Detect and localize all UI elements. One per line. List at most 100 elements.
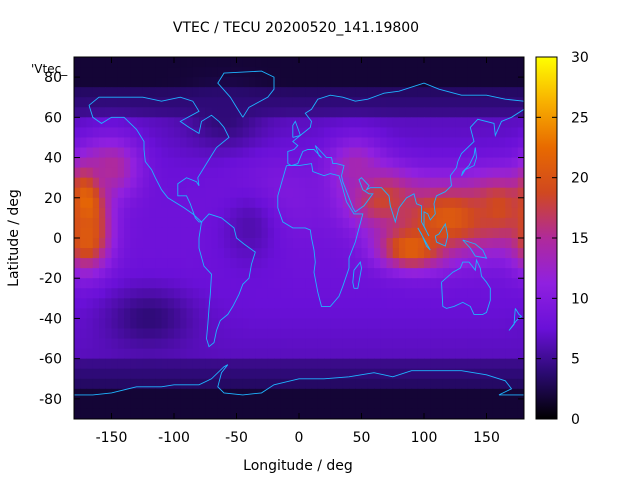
- heat-cell: [155, 97, 163, 108]
- heat-cell: [192, 408, 200, 419]
- heat-cell: [186, 388, 194, 400]
- heat-cell: [499, 338, 506, 350]
- heat-cell: [461, 67, 469, 78]
- heat-cell: [192, 238, 200, 249]
- heat-cell: [386, 77, 394, 88]
- heat-cell: [130, 87, 138, 98]
- heat-cell: [461, 187, 469, 199]
- heat-cell: [149, 338, 156, 350]
- heat-cell: [155, 217, 163, 229]
- heat-cell: [186, 217, 194, 229]
- heat-cell: [230, 217, 238, 229]
- heat-cell: [411, 358, 419, 370]
- heat-cell: [99, 107, 106, 118]
- heat-cell: [336, 238, 344, 249]
- heat-cell: [342, 107, 350, 118]
- heat-cell: [317, 107, 325, 118]
- heat-cell: [86, 197, 94, 209]
- heat-cell: [442, 147, 450, 159]
- heat-cell: [317, 187, 325, 199]
- heat-cell: [336, 117, 344, 128]
- heat-cell: [192, 187, 200, 199]
- heat-cell: [411, 207, 419, 219]
- heat-cell: [361, 197, 369, 209]
- heat-cell: [242, 167, 250, 179]
- heat-cell: [324, 187, 331, 199]
- heat-cell: [130, 378, 138, 390]
- heat-cell: [474, 127, 481, 139]
- heat-cell: [80, 358, 88, 370]
- heat-cell: [392, 288, 400, 299]
- heat-cell: [336, 77, 344, 88]
- heat-cell: [474, 318, 481, 330]
- heat-cell: [261, 328, 269, 340]
- heat-cell: [230, 378, 238, 390]
- heat-cell: [486, 207, 494, 219]
- heat-cell: [355, 358, 363, 370]
- heat-cell: [199, 288, 206, 299]
- heat-cell: [330, 268, 338, 279]
- heat-cell: [86, 127, 94, 139]
- heat-cell: [517, 217, 524, 229]
- heat-cell: [499, 278, 506, 289]
- heat-cell: [474, 408, 481, 419]
- heat-cell: [417, 398, 425, 410]
- heat-cell: [217, 348, 225, 360]
- heat-cell: [117, 318, 125, 330]
- heat-cell: [99, 268, 106, 279]
- heat-cell: [242, 398, 250, 410]
- heat-cell: [324, 207, 331, 219]
- heat-cell: [374, 278, 381, 289]
- heat-cell: [467, 358, 475, 370]
- heat-cell: [367, 268, 375, 279]
- heat-cell: [192, 318, 200, 330]
- heat-cell: [205, 268, 213, 279]
- heat-cell: [467, 147, 475, 159]
- heat-cell: [361, 167, 369, 179]
- heat-cell: [336, 308, 344, 320]
- heat-cell: [136, 127, 144, 139]
- heat-cell: [186, 338, 194, 350]
- heat-cell: [511, 137, 519, 149]
- heat-cell: [361, 87, 369, 98]
- heat-cell: [511, 157, 519, 169]
- heat-cell: [292, 77, 300, 88]
- coastlines: [74, 70, 524, 407]
- heat-cell: [511, 398, 519, 410]
- heat-cell: [230, 308, 238, 320]
- heat-cell: [105, 107, 113, 118]
- heat-cell: [449, 57, 456, 68]
- heat-cell: [511, 77, 519, 88]
- heat-cell: [286, 97, 294, 108]
- heat-cell: [411, 167, 419, 179]
- heat-cell: [342, 278, 350, 289]
- heat-cell: [361, 328, 369, 340]
- heat-cell: [517, 238, 524, 249]
- heat-cell: [142, 137, 150, 149]
- heat-cell: [455, 288, 463, 299]
- heat-cell: [336, 408, 344, 419]
- heat-cell: [74, 87, 81, 98]
- heat-cell: [424, 97, 431, 108]
- heat-cell: [424, 167, 431, 179]
- heat-cell: [274, 127, 281, 139]
- heat-cell: [511, 67, 519, 78]
- heat-cell: [105, 398, 113, 410]
- heat-cell: [242, 197, 250, 209]
- heat-cell: [492, 147, 500, 159]
- heat-cell: [424, 388, 431, 400]
- heat-cell: [117, 157, 125, 169]
- heat-cell: [149, 328, 156, 340]
- heat-cell: [274, 268, 281, 279]
- heat-cell: [405, 248, 413, 259]
- heat-cell: [117, 197, 125, 209]
- heat-cell: [292, 217, 300, 229]
- heat-cell: [186, 207, 194, 219]
- heat-cell: [80, 217, 88, 229]
- heat-cell: [499, 368, 506, 380]
- heat-cell: [430, 127, 438, 139]
- heat-cell: [261, 398, 269, 410]
- heat-cell: [74, 197, 81, 209]
- heat-cell: [324, 57, 331, 68]
- heat-cell: [105, 258, 113, 269]
